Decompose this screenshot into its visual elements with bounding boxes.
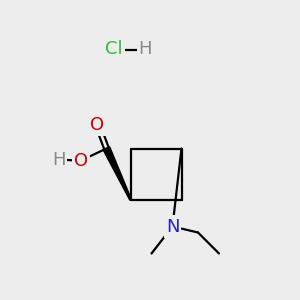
Text: H: H: [139, 40, 152, 58]
Text: O: O: [74, 152, 88, 169]
Text: Cl: Cl: [105, 40, 123, 58]
Text: O: O: [90, 116, 105, 134]
Polygon shape: [103, 147, 131, 200]
Text: N: N: [166, 218, 179, 236]
Text: H: H: [52, 151, 65, 169]
